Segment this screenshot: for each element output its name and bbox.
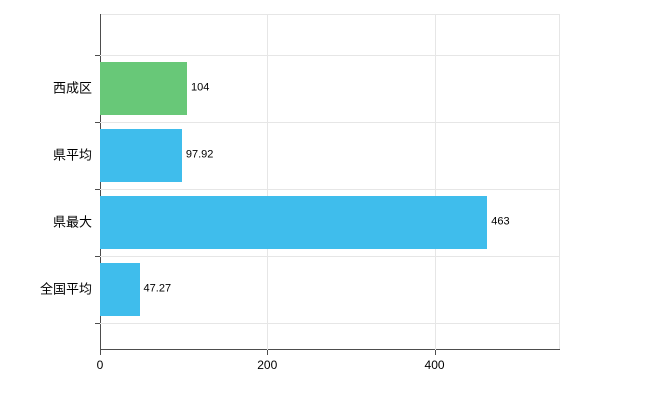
y-gridline-4 (100, 255, 560, 257)
bar-value-label-3: 463 (491, 215, 510, 228)
y-gridline-5 (100, 322, 560, 324)
y-gridline-2 (100, 121, 560, 123)
y-axis-tick-2 (95, 121, 100, 123)
plot-border-right (559, 14, 560, 350)
bar-4 (100, 262, 140, 316)
x-axis-tick-0 (100, 350, 101, 355)
bar-value-label-2: 97.92 (185, 148, 214, 161)
x-axis-tick-label-200: 200 (257, 358, 278, 372)
bar-3 (100, 195, 488, 249)
x-axis-line (100, 349, 560, 350)
y-axis-tick-4 (95, 255, 100, 257)
x-gridline-200 (267, 14, 269, 350)
bar-1 (100, 61, 187, 115)
x-axis-tick-400 (434, 350, 436, 355)
y-gridline-1 (100, 54, 560, 56)
y-axis-line (100, 14, 101, 350)
bar-value-label-4: 47.27 (143, 282, 172, 295)
x-axis-tick-200 (267, 350, 269, 355)
category-label-3: 県最大 (52, 214, 92, 230)
plot-area: 0 200 400 104 西成区 97.92 県平均 463 県最大 47.27 全国平均 (40, 14, 560, 371)
y-axis-tick-3 (95, 188, 100, 190)
bar-2 (100, 128, 182, 182)
x-axis-tick-label-0: 0 (96, 358, 104, 372)
bar-value-label-1: 104 (190, 81, 210, 94)
category-label-4: 全国平均 (39, 281, 92, 297)
y-axis-tick-1 (95, 54, 100, 56)
category-label-1: 西成区 (52, 80, 92, 96)
x-axis-tick-label-400: 400 (424, 358, 445, 372)
plot-border-top (100, 14, 560, 15)
category-label-2: 県平均 (52, 147, 92, 163)
x-gridline-400 (434, 14, 436, 350)
y-axis-tick-5 (95, 322, 100, 324)
y-gridline-3 (100, 188, 560, 190)
